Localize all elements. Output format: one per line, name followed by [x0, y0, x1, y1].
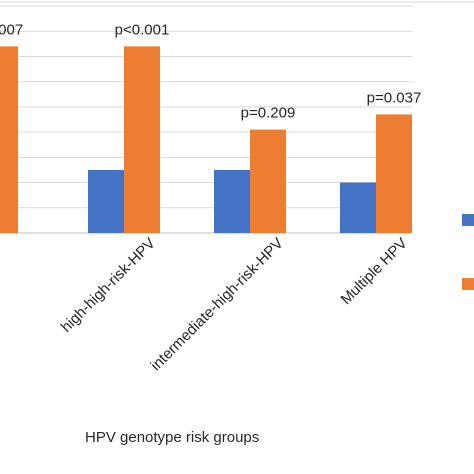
bar-series2-cat4 — [376, 114, 412, 233]
bar-series1-cat3 — [214, 169, 250, 233]
bar-series1-cat4 — [340, 182, 376, 233]
bar-series1-cat2 — [88, 169, 124, 233]
legend-swatch-series1 — [462, 214, 474, 226]
p-value-annotations: =0.007 p<0.001 p=0.209 p=0.037 — [0, 21, 421, 121]
x-axis-label: HPV genotype risk groups — [85, 429, 259, 446]
p-value-annotation: p<0.001 — [115, 21, 170, 38]
p-value-annotation: p=0.209 — [241, 105, 296, 122]
p-value-annotation: =0.007 — [0, 21, 23, 38]
p-value-annotation: p=0.037 — [367, 89, 422, 106]
bar-series2-cat2 — [124, 46, 160, 233]
bar-series2-cat1 — [0, 46, 18, 233]
legend-swatch-series2 — [462, 278, 474, 290]
bar-series2-cat3 — [250, 129, 286, 233]
bars — [0, 46, 412, 233]
legend — [462, 214, 474, 290]
